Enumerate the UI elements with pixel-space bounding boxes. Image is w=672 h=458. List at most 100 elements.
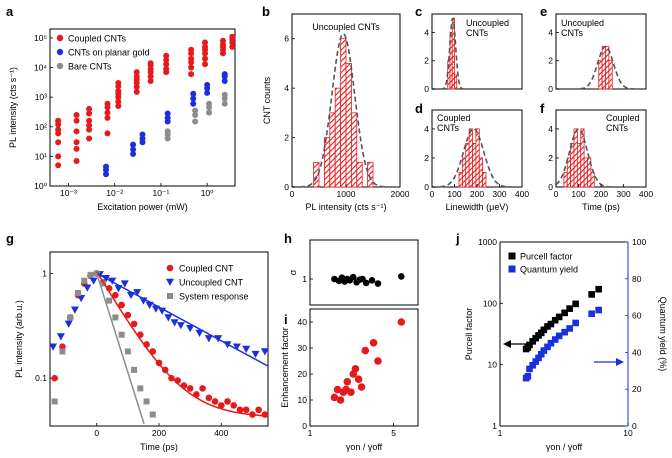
- histogram-bar: [482, 172, 487, 188]
- data-point: [59, 348, 66, 355]
- data-point: [120, 280, 129, 288]
- plot-frame: [309, 239, 419, 306]
- panel-label-d: d: [415, 101, 423, 116]
- data-point: [55, 117, 62, 124]
- data-point: [221, 100, 228, 107]
- data-point: [211, 398, 219, 405]
- panel-label-a: a: [6, 4, 14, 19]
- legend-marker: [56, 62, 64, 70]
- y-tick-label: 20: [298, 369, 308, 379]
- y-tick-label: 2: [284, 133, 289, 143]
- panel-d-chart: 0 2 4 0 100 200 300 400 Linewidth (μeV) Coupled CN…: [424, 109, 529, 212]
- data-point: [349, 273, 357, 281]
- y-tick-label: 0: [302, 421, 307, 431]
- data-point: [547, 339, 555, 347]
- data-point: [124, 348, 131, 355]
- data-point: [595, 285, 602, 293]
- x-tick-label: 1000: [337, 189, 356, 199]
- panel-c-chart: 0 2 4 Uncoupled CNTs: [424, 13, 523, 94]
- data-point: [87, 271, 94, 278]
- x-tick-label: 0: [290, 189, 295, 199]
- data-point: [115, 103, 122, 110]
- data-point: [131, 366, 138, 373]
- x-tick-label: 100: [571, 189, 585, 199]
- y-tick-label: 40: [298, 317, 308, 327]
- data-point: [104, 109, 111, 116]
- data-point: [186, 325, 195, 333]
- data-point: [55, 153, 62, 160]
- data-point: [104, 100, 111, 107]
- x-tick-label: 0: [554, 189, 559, 199]
- histogram-bar: [580, 128, 585, 188]
- data-point: [551, 316, 559, 324]
- data-point: [588, 291, 595, 298]
- data-point: [261, 411, 269, 418]
- data-point: [149, 411, 156, 418]
- data-point: [555, 313, 563, 321]
- data-point: [170, 319, 179, 327]
- data-point: [566, 305, 573, 312]
- data-point: [219, 37, 226, 44]
- x-tick-label: 200: [470, 189, 484, 199]
- panel-label-j: j: [455, 231, 460, 246]
- y2-tick-label: 80: [632, 274, 642, 284]
- data-point: [86, 135, 93, 142]
- histogram-bar: [340, 38, 347, 188]
- y-tick-label: 0.1: [35, 373, 47, 383]
- data-point: [202, 43, 209, 50]
- x-axis-label: Linewidth (μeV): [446, 202, 509, 212]
- x-tick-label: 300: [492, 189, 506, 199]
- histogram-bar: [598, 60, 603, 90]
- panel-label-h: h: [284, 231, 292, 246]
- legend-label: Coupled CNT: [179, 264, 234, 274]
- data-point: [73, 117, 80, 124]
- data-point: [163, 65, 170, 72]
- histogram-bar: [356, 161, 363, 188]
- panel-label-i: i: [284, 312, 288, 327]
- panel-h-chart: 1σ: [288, 239, 419, 306]
- data-point: [163, 61, 170, 68]
- data-point: [164, 114, 171, 121]
- panel-title: Uncoupled CNTs: [561, 18, 604, 38]
- data-point: [106, 297, 113, 304]
- panel-f-chart: 0 2 4 0 100 200 300 400 Time (ps) Coupled CNTs: [548, 109, 653, 212]
- data-point: [251, 350, 260, 359]
- data-point: [86, 110, 93, 117]
- arrow-left-head: [503, 340, 511, 348]
- panel-label-c: c: [415, 4, 422, 19]
- data-point: [192, 111, 199, 118]
- y-axis-label: CNT counts: [262, 76, 272, 124]
- data-point: [362, 279, 370, 287]
- x-tick-label: 0: [94, 428, 99, 438]
- y-axis-label: PL intensity (cts s⁻¹): [8, 67, 18, 148]
- data-point: [103, 171, 110, 178]
- histogram-bar: [329, 112, 336, 188]
- data-point: [51, 398, 58, 405]
- data-point: [73, 128, 80, 135]
- plot-frame: [309, 308, 419, 427]
- data-point: [555, 332, 563, 340]
- x-tick-label: 200: [594, 189, 608, 199]
- legend-label: Purcell factor: [520, 252, 573, 262]
- data-point: [526, 365, 533, 373]
- data-point: [139, 131, 146, 138]
- y-tick-label: 2: [548, 153, 553, 163]
- data-point: [77, 294, 86, 303]
- legend-label: Bare CNTs: [68, 62, 112, 72]
- panel-title: Uncoupled CNTs: [312, 22, 380, 32]
- data-point: [188, 55, 195, 62]
- histogram-bar: [583, 157, 588, 188]
- x-axis-label: PL intensity (cts s⁻¹): [306, 202, 387, 212]
- x-axis-label: γon / γoff: [546, 442, 583, 452]
- data-point: [204, 89, 211, 96]
- panel-title: Coupled CNTs: [437, 113, 471, 133]
- histogram-bar: [472, 143, 477, 188]
- decay-fit-line: [96, 271, 268, 417]
- data-point: [202, 39, 209, 46]
- data-point: [103, 163, 110, 170]
- data-point: [202, 61, 209, 68]
- data-point: [56, 333, 65, 341]
- histogram-bar: [573, 128, 578, 188]
- histogram-bar: [334, 87, 342, 188]
- data-point: [59, 343, 66, 350]
